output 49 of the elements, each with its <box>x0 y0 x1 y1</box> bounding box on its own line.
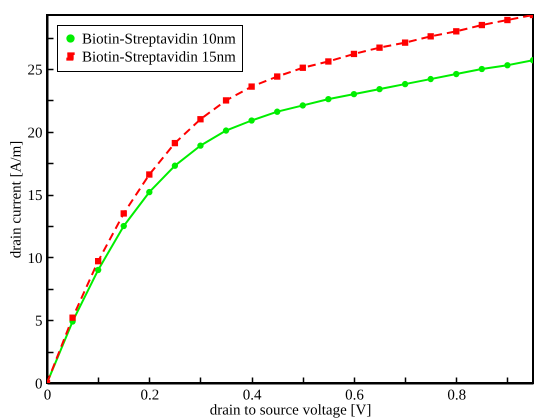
point <box>504 62 511 68</box>
point <box>222 97 230 104</box>
point <box>350 50 358 58</box>
point <box>248 117 255 124</box>
point <box>478 66 486 72</box>
point <box>478 22 486 28</box>
y-tick-label: 10 <box>28 250 42 267</box>
point <box>146 188 152 196</box>
point <box>274 108 280 115</box>
point <box>300 102 306 109</box>
point <box>453 70 460 78</box>
point <box>402 39 408 46</box>
point <box>376 44 383 51</box>
point <box>172 140 178 146</box>
point <box>453 28 460 34</box>
x-tick-label: 0.6 <box>345 388 364 404</box>
point <box>69 314 76 321</box>
point <box>428 33 434 40</box>
point <box>402 80 408 88</box>
y-tick-label: 5 <box>35 314 42 330</box>
point <box>504 16 511 24</box>
y-tick-label: 15 <box>28 188 42 204</box>
point <box>146 171 152 178</box>
point <box>197 142 204 149</box>
point <box>94 258 102 264</box>
point <box>325 58 332 65</box>
x-tick-label: 0.8 <box>447 388 466 404</box>
legend-label: Biotin-Streptavidin 15nm <box>82 50 236 66</box>
point <box>274 73 280 80</box>
y-axis-title: drain current [A/m] <box>8 140 24 258</box>
x-tick-label: 0.2 <box>140 388 160 404</box>
point <box>350 90 358 98</box>
legend-label: Biotin-Streptavidin 10nm <box>82 32 236 48</box>
point <box>94 266 102 274</box>
point <box>376 86 383 92</box>
x-axis-title: drain to source voltage [V] <box>210 402 372 418</box>
point <box>325 96 332 102</box>
point <box>120 210 127 217</box>
y-tick-label: 0 <box>35 376 42 392</box>
y-tick-label: 20 <box>28 125 42 142</box>
x-tick-label: 0.4 <box>242 388 262 404</box>
point <box>248 83 255 90</box>
y-tick-label: 25 <box>28 62 42 79</box>
point <box>120 222 127 230</box>
point <box>300 64 306 71</box>
point <box>197 116 204 122</box>
point <box>428 76 434 82</box>
point <box>172 162 178 169</box>
point <box>222 127 230 134</box>
